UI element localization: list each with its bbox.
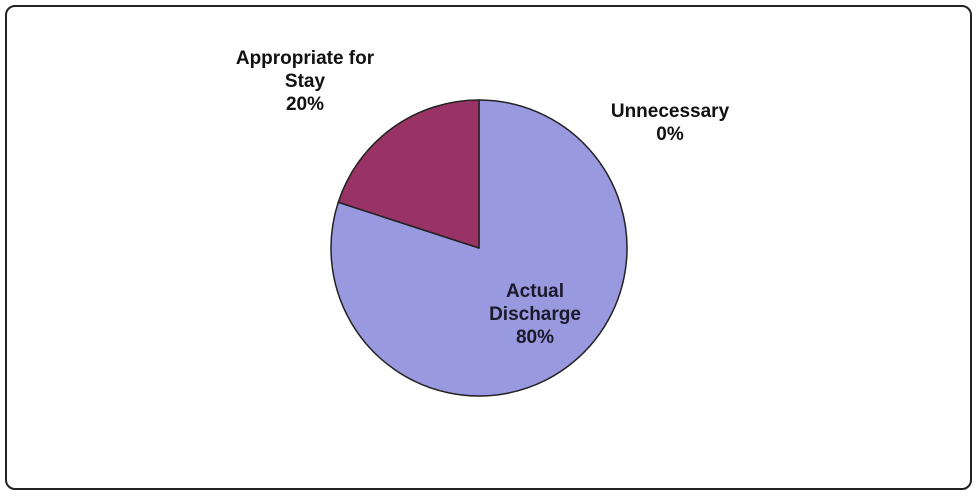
slice-label-actual-discharge: Actual Discharge 80%	[465, 280, 605, 349]
slice-label-appropriate-for-stay: Appropriate for Stay 20%	[200, 47, 410, 116]
slice-label-discharge-line-1: Actual	[505, 281, 565, 302]
slice-label-unnecessary-line-1: Unnecessary	[610, 101, 730, 122]
slice-label-appropriate-line-2: Stay	[284, 71, 326, 92]
pie-slices	[330, 99, 628, 397]
slice-label-unnecessary: Unnecessary 0%	[575, 100, 765, 146]
slice-label-discharge-line-2: Discharge	[489, 304, 581, 325]
pie-slice-appropriate-for-stay	[337, 99, 480, 249]
slice-label-discharge-percent: 80%	[515, 327, 555, 348]
slice-label-unnecessary-percent: 0%	[656, 124, 684, 145]
slice-label-appropriate-percent: 20%	[285, 94, 325, 115]
slice-label-appropriate-line-1: Appropriate for	[235, 48, 375, 69]
